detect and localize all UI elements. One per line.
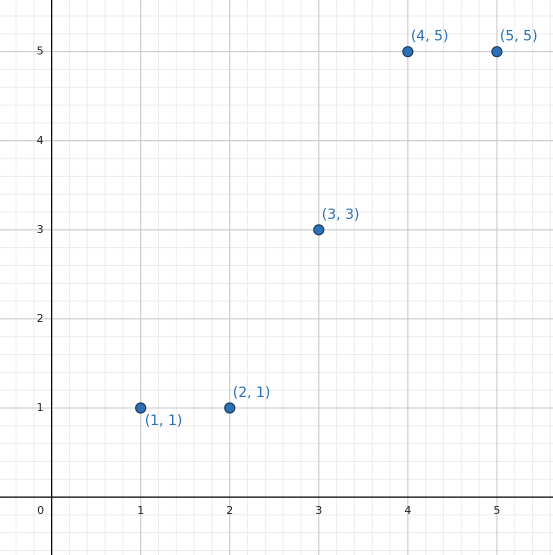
point-label: (3, 3): [322, 207, 360, 223]
marks: (1, 1) (2, 1) (3, 3) (4, 5) (5, 5): [135, 29, 538, 429]
x-tick-label: 0: [37, 504, 44, 517]
y-tick-label: 4: [37, 134, 44, 147]
y-tick-label: 1: [37, 401, 44, 414]
x-tick-label: 3: [315, 504, 322, 517]
point: [135, 402, 147, 414]
x-tick-label: 1: [137, 504, 144, 517]
point: [224, 402, 236, 414]
point: [491, 46, 503, 58]
x-tick-label: 2: [226, 504, 233, 517]
y-tick-label: 5: [37, 45, 44, 58]
y-tick-label: 3: [37, 223, 44, 236]
point: [313, 224, 325, 236]
x-tick-label: 5: [493, 504, 500, 517]
x-tick-label: 4: [404, 504, 411, 517]
point-label: (2, 1): [233, 385, 271, 401]
point-label: (5, 5): [500, 29, 538, 45]
point: [402, 46, 414, 58]
point-label: (1, 1): [145, 413, 183, 429]
point-label: (4, 5): [411, 29, 449, 45]
y-tick-label: 2: [37, 312, 44, 325]
